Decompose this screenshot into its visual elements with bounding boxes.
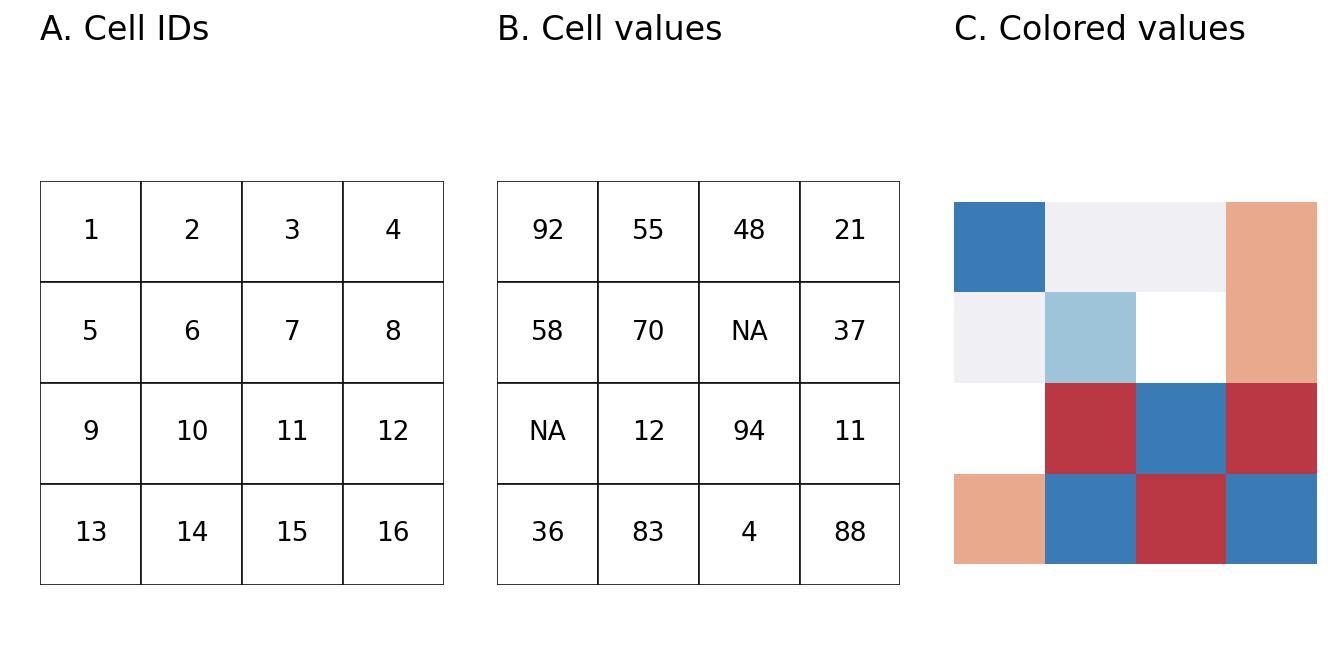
- Bar: [242, 383, 343, 484]
- Bar: [141, 383, 242, 484]
- Bar: [343, 282, 444, 383]
- Text: 12: 12: [632, 421, 665, 446]
- Bar: [40, 181, 141, 282]
- Bar: [598, 484, 699, 585]
- Bar: [1136, 474, 1226, 564]
- Bar: [954, 383, 1046, 474]
- Bar: [954, 292, 1046, 383]
- Bar: [699, 383, 800, 484]
- Text: 70: 70: [632, 320, 665, 345]
- Text: 2: 2: [183, 219, 200, 245]
- Text: B. Cell values: B. Cell values: [497, 14, 723, 47]
- Bar: [1226, 292, 1317, 383]
- Bar: [141, 282, 242, 383]
- Bar: [343, 383, 444, 484]
- Bar: [497, 484, 598, 585]
- Bar: [954, 474, 1046, 564]
- Bar: [242, 181, 343, 282]
- Text: 36: 36: [531, 521, 564, 547]
- Bar: [800, 383, 900, 484]
- Text: C. Colored values: C. Colored values: [954, 14, 1246, 47]
- Text: 92: 92: [531, 219, 564, 245]
- Bar: [800, 282, 900, 383]
- Text: 88: 88: [833, 521, 867, 547]
- Text: 7: 7: [284, 320, 301, 345]
- Text: 10: 10: [175, 421, 208, 446]
- Text: 13: 13: [74, 521, 108, 547]
- Text: 58: 58: [531, 320, 564, 345]
- Bar: [141, 484, 242, 585]
- Bar: [598, 383, 699, 484]
- Text: 3: 3: [284, 219, 301, 245]
- Text: NA: NA: [528, 421, 567, 446]
- Text: 55: 55: [632, 219, 665, 245]
- Text: 11: 11: [276, 421, 309, 446]
- Text: 12: 12: [376, 421, 410, 446]
- Text: 21: 21: [833, 219, 867, 245]
- Bar: [343, 484, 444, 585]
- Text: 94: 94: [732, 421, 766, 446]
- Bar: [1136, 383, 1226, 474]
- Bar: [1046, 383, 1136, 474]
- Bar: [1226, 474, 1317, 564]
- Bar: [1136, 292, 1226, 383]
- Bar: [1136, 202, 1226, 292]
- Text: 83: 83: [632, 521, 665, 547]
- Bar: [40, 282, 141, 383]
- Text: 4: 4: [741, 521, 758, 547]
- Bar: [141, 181, 242, 282]
- Text: 8: 8: [384, 320, 402, 345]
- Bar: [1046, 474, 1136, 564]
- Bar: [40, 383, 141, 484]
- Bar: [800, 181, 900, 282]
- Text: A. Cell IDs: A. Cell IDs: [40, 14, 210, 47]
- Bar: [497, 282, 598, 383]
- Bar: [800, 484, 900, 585]
- Bar: [699, 282, 800, 383]
- Bar: [497, 383, 598, 484]
- Bar: [598, 282, 699, 383]
- Bar: [40, 484, 141, 585]
- Text: 48: 48: [732, 219, 766, 245]
- Bar: [699, 181, 800, 282]
- Text: 16: 16: [376, 521, 410, 547]
- Bar: [699, 484, 800, 585]
- Text: 5: 5: [82, 320, 99, 345]
- Text: 4: 4: [384, 219, 402, 245]
- Bar: [954, 202, 1046, 292]
- Bar: [242, 282, 343, 383]
- Text: 11: 11: [833, 421, 867, 446]
- Text: 9: 9: [82, 421, 99, 446]
- Bar: [242, 484, 343, 585]
- Text: 37: 37: [833, 320, 867, 345]
- Text: 6: 6: [183, 320, 200, 345]
- Bar: [1046, 292, 1136, 383]
- Bar: [343, 181, 444, 282]
- Text: 15: 15: [276, 521, 309, 547]
- Text: NA: NA: [730, 320, 769, 345]
- Bar: [598, 181, 699, 282]
- Bar: [1226, 383, 1317, 474]
- Bar: [1046, 202, 1136, 292]
- Bar: [1226, 202, 1317, 292]
- Text: 1: 1: [82, 219, 99, 245]
- Bar: [497, 181, 598, 282]
- Text: 14: 14: [175, 521, 208, 547]
